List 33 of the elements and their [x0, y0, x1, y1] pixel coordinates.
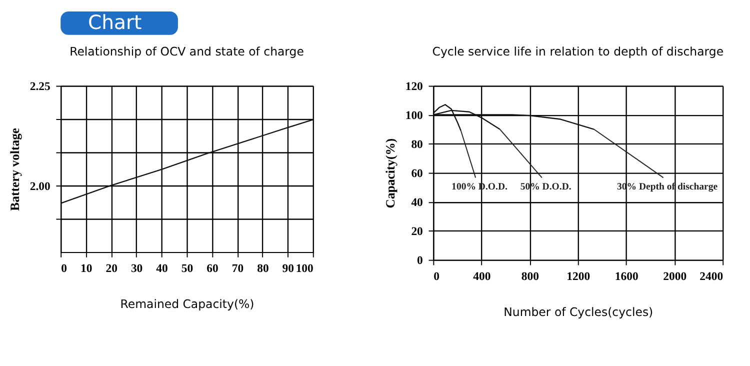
chart-title: Cycle service life in relation to depth of discharge	[432, 44, 724, 58]
x-tick-label: 10	[80, 262, 92, 276]
x-tick-label: 90	[282, 262, 294, 276]
y-tick-label: 2.25	[30, 80, 50, 94]
y-axis-title: Battery voltage	[8, 128, 22, 211]
chart-title: Relationship of OCV and state of charge	[70, 44, 304, 58]
x-tick-label: 2400	[700, 270, 724, 283]
x-tick-label: 0	[434, 270, 440, 283]
y-tick-label: 2.00	[30, 180, 50, 193]
x-axis-title: Remained Capacity(%)	[120, 297, 254, 312]
y-tick-label: 40	[411, 196, 424, 210]
x-tick-label: 30	[130, 262, 143, 276]
y-tick-label: 120	[405, 80, 424, 94]
text: Chart	[88, 11, 142, 34]
x-tick-label: 20	[106, 262, 118, 276]
y-tick-label: 60	[411, 167, 424, 180]
x-tick-label: 2000	[663, 270, 687, 283]
x-tick-label: 50	[181, 262, 194, 276]
x-tick-label: 0	[61, 262, 68, 276]
y-axis-title: Capacity(%)	[384, 138, 398, 208]
x-tick-label: 70	[232, 262, 244, 276]
y-tick-label: 80	[411, 138, 424, 152]
x-tick-label: 80	[257, 262, 269, 276]
x-tick-label: 100	[296, 262, 314, 276]
y-tick-label: 20	[411, 225, 424, 238]
x-tick-label: 60	[206, 262, 218, 276]
y-tick-label: 100	[405, 109, 424, 122]
x-tick-label: 1600	[614, 270, 638, 283]
x-tick-label: 800	[521, 270, 540, 283]
x-tick-label: 400	[473, 270, 491, 283]
x-tick-label: 1200	[566, 270, 590, 283]
x-tick-label: 40	[156, 262, 168, 276]
x-axis-title: Number of Cycles(cycles)	[504, 305, 654, 320]
